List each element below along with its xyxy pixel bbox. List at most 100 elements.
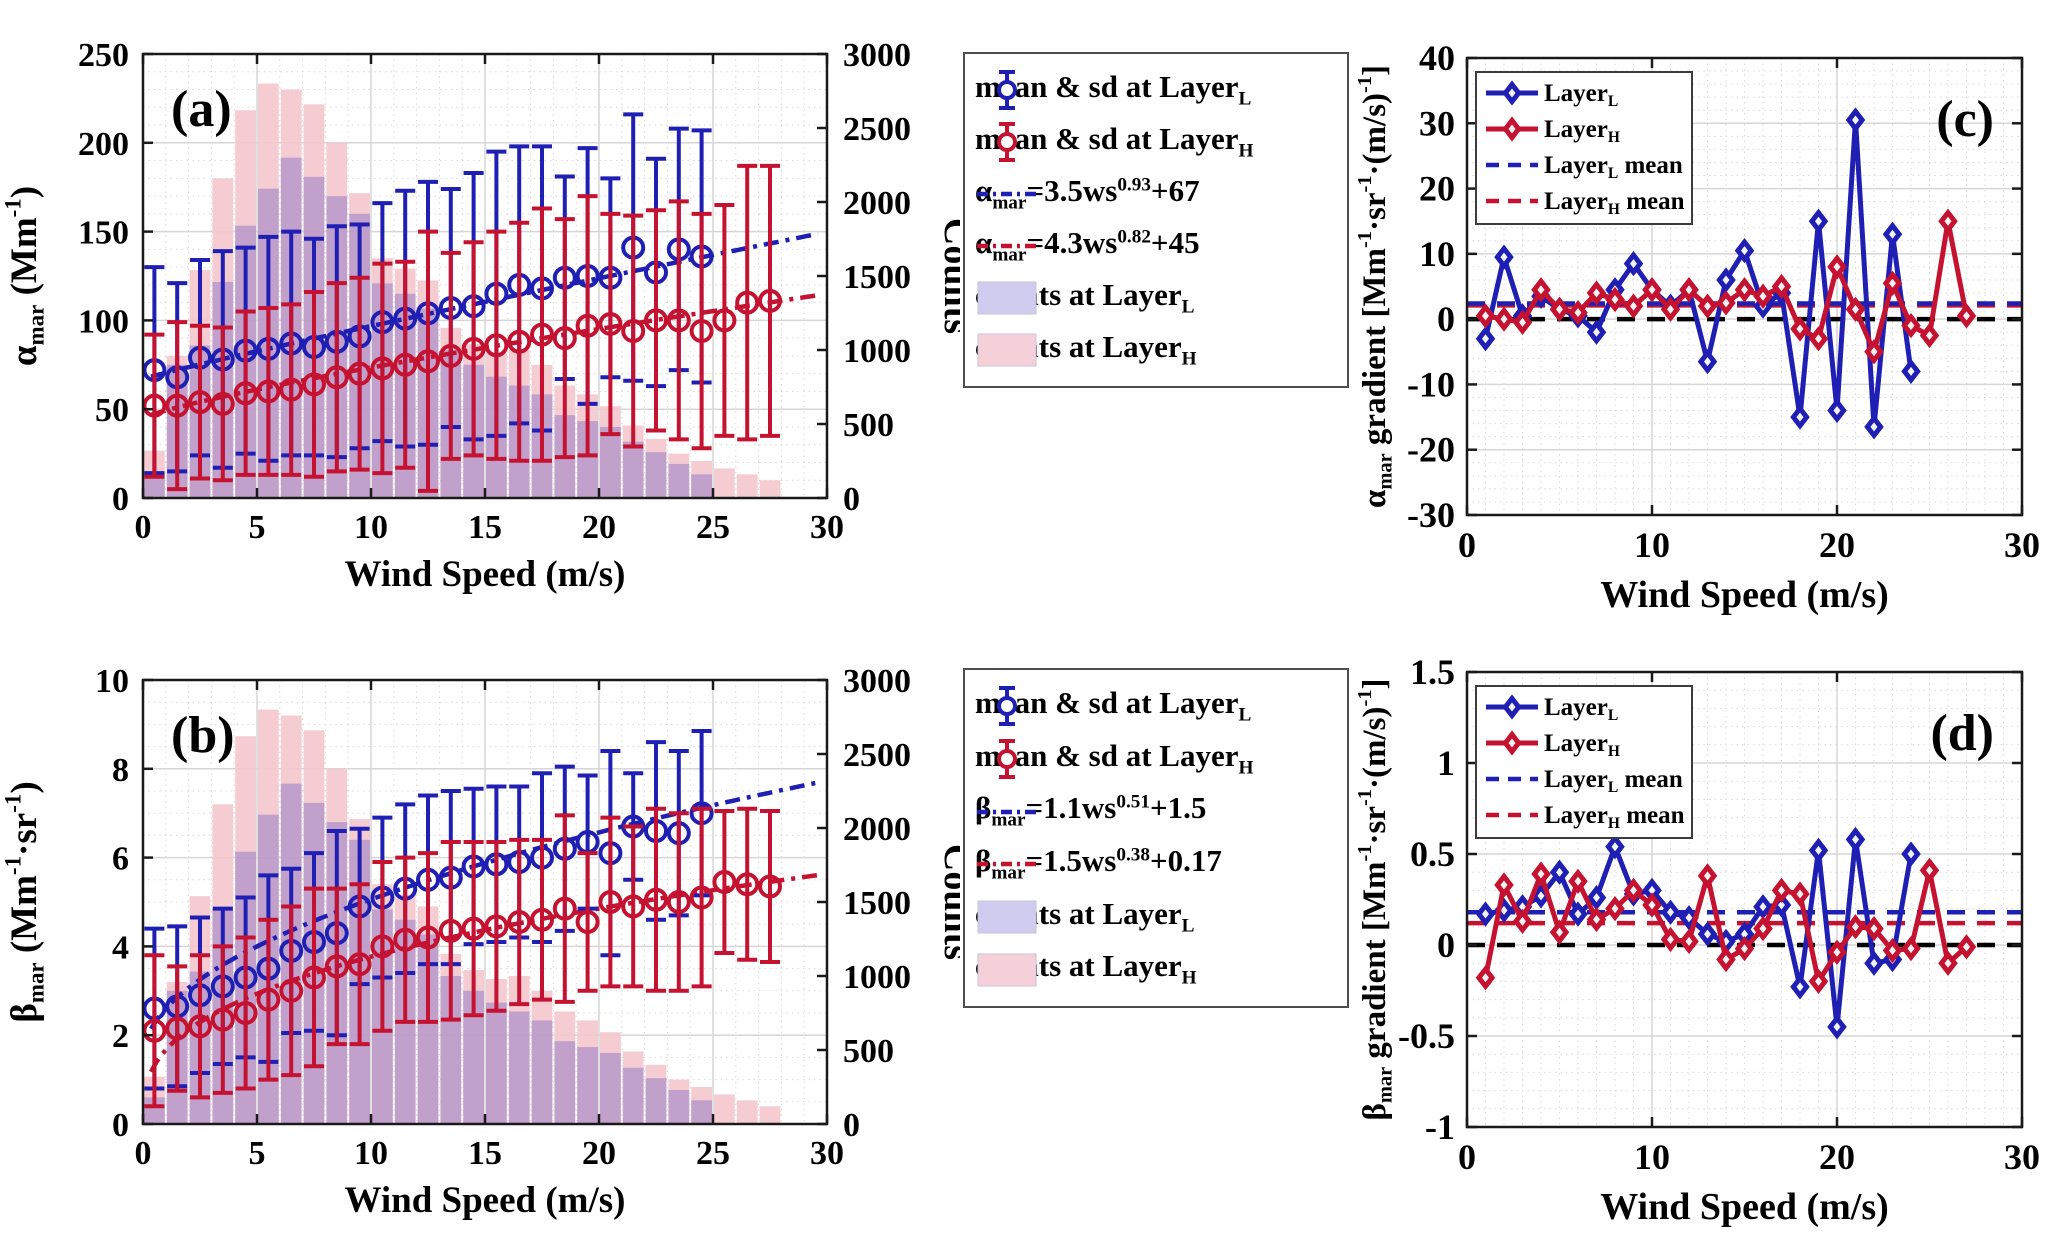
svg-text:25: 25 (696, 1135, 730, 1172)
series-layerH (1475, 857, 1977, 995)
dashdot-symbol (977, 243, 1037, 249)
legend-item: counts at LayerL (975, 897, 1335, 937)
axis-tick-labels: 0 10 20 30 -30 -20 -10 0 10 20 30 40 (1407, 38, 2040, 565)
svg-text:0: 0 (1458, 525, 1476, 565)
legend-item-label: LayerH mean (1544, 802, 1685, 832)
svg-text:500: 500 (843, 407, 894, 444)
panel-d-chart: 0 10 20 30 -1 -0.5 0 0.5 1 1.5 Wind Speed (m/s) βma… (1355, 652, 2040, 1228)
svg-text:20: 20 (1419, 169, 1455, 209)
svg-text:30: 30 (2004, 1137, 2040, 1177)
legend-item: counts at LayerL (975, 278, 1335, 318)
legend-item-label: αmar=3.5ws0.93+67 (975, 172, 1200, 214)
legend-label-part: 0.38 (1116, 844, 1150, 866)
svg-text:15: 15 (468, 509, 502, 546)
legend-label-part: L (1181, 915, 1195, 937)
plot-area (143, 83, 819, 498)
svg-text:1500: 1500 (843, 885, 911, 922)
x-axis-label: Wind Speed (m/s) (1600, 1186, 1889, 1228)
panel-tag: (c) (1936, 91, 1994, 148)
svg-text:4: 4 (112, 929, 129, 966)
svg-text:0: 0 (135, 1135, 152, 1172)
axis-box (141, 52, 829, 500)
legend-label-part: =4.3ws (1026, 224, 1118, 260)
panel-a-chart: 0 5 10 15 20 25 300501001502002500500100015002… (0, 37, 960, 595)
legend-item-label: LayerH mean (1544, 188, 1685, 218)
legend-item: αmar=3.5ws0.93+67 (975, 172, 1335, 214)
svg-text:5: 5 (249, 509, 266, 546)
legend-label-part: mar (992, 244, 1027, 266)
svg-text:250: 250 (78, 37, 129, 74)
legend-panel-a: mean & sd at LayerL mean & sd at LayerH αm… (963, 52, 1349, 388)
y-axis-label: αmar (Mm-1) (0, 186, 48, 366)
svg-text:0: 0 (1458, 1137, 1476, 1177)
axis-tick-labels: 0 10 20 30 -1 -0.5 0 0.5 1 1.5 (1398, 652, 2040, 1177)
legend-item-label: mean & sd at LayerH (975, 739, 1253, 778)
axis-box (1465, 670, 2024, 1129)
svg-text:150: 150 (78, 215, 129, 252)
legend-label-part: =3.5ws (1026, 172, 1118, 208)
axis-titles: Wind Speed (m/s) βmar gradient [Mm-1·sr-1… (1355, 678, 1994, 1228)
svg-text:50: 50 (95, 392, 129, 429)
svg-text:100: 100 (78, 303, 129, 340)
axis-box (1465, 56, 2024, 517)
svg-text:200: 200 (78, 126, 129, 163)
legend-item: mean & sd at LayerH (975, 739, 1335, 779)
legend-label-part: +1.5 (1149, 790, 1207, 826)
legend-label-part: H (1238, 140, 1254, 162)
legend-label-part: α (975, 172, 993, 208)
svg-text:0: 0 (135, 509, 152, 546)
errorbar-symbol (997, 70, 1017, 110)
legend-item-label: βmar=1.1ws0.51+1.5 (975, 790, 1207, 831)
legend-label-part: mar (991, 862, 1026, 884)
legend-item: βmar=1.5ws0.38+0.17 (975, 843, 1335, 884)
svg-text:5: 5 (249, 1135, 266, 1172)
legend-item: mean & sd at LayerH (975, 122, 1335, 162)
legend-label-part: L (1238, 88, 1252, 110)
swatch-symbol (977, 900, 1037, 934)
legend-label-part: mean & sd at Layer (975, 68, 1239, 104)
svg-text:2000: 2000 (843, 811, 911, 848)
svg-text:0.5: 0.5 (1410, 834, 1455, 874)
plot-area (143, 709, 819, 1124)
in-plot-legend: LayerL LayerH LayerL mean LayerH mean (1475, 685, 1693, 839)
svg-text:-30: -30 (1407, 495, 1455, 535)
series-layerL (1475, 826, 1921, 1040)
legend-label-part: L (1181, 296, 1195, 318)
legend-item-label: mean & sd at LayerL (975, 685, 1252, 726)
legend-item: counts at LayerH (975, 330, 1335, 370)
legend-label-part: H (1181, 348, 1197, 370)
legend-label-part: mar (992, 192, 1027, 214)
legend-label-part: mean & sd at Layer (975, 685, 1239, 721)
svg-text:-0.5: -0.5 (1398, 1016, 1455, 1056)
svg-text:2500: 2500 (843, 737, 911, 774)
svg-text:25: 25 (696, 509, 730, 546)
legend-label-part: 0.82 (1117, 226, 1151, 248)
dashdot-symbol (977, 191, 1037, 197)
legend-item-label: mean & sd at LayerL (975, 68, 1252, 110)
dashdot-symbol (977, 809, 1037, 814)
legend-label-part: α (975, 224, 993, 260)
legend-label-part: β (975, 790, 992, 826)
legend-item: mean & sd at LayerL (975, 685, 1335, 727)
errorbar-series (143, 163, 782, 493)
legend-label-part: =1.5ws (1025, 843, 1117, 879)
swatch-symbol (977, 281, 1037, 315)
svg-text:6: 6 (112, 841, 129, 878)
axis-titles: Wind Speed (m/s) αmar (Mm-1) Counts (a) (0, 81, 960, 595)
dashdot-symbol (977, 862, 1037, 867)
legend-item-label: αmar=4.3ws0.82+45 (975, 224, 1200, 266)
panel-tag: (a) (171, 81, 232, 138)
right-axis-label: Counts (936, 844, 960, 960)
legend-item-label: mean & sd at LayerH (975, 122, 1254, 162)
svg-text:10: 10 (354, 509, 388, 546)
legend-label-part: L (1238, 704, 1252, 726)
legend-item: βmar=1.1ws0.51+1.5 (975, 790, 1335, 831)
legend-item: counts at LayerH (975, 950, 1335, 989)
svg-text:1.5: 1.5 (1410, 652, 1455, 692)
x-axis-label: Wind Speed (m/s) (345, 554, 626, 595)
svg-text:20: 20 (1819, 525, 1855, 565)
svg-text:-20: -20 (1407, 430, 1455, 470)
svg-text:0: 0 (843, 1107, 860, 1144)
